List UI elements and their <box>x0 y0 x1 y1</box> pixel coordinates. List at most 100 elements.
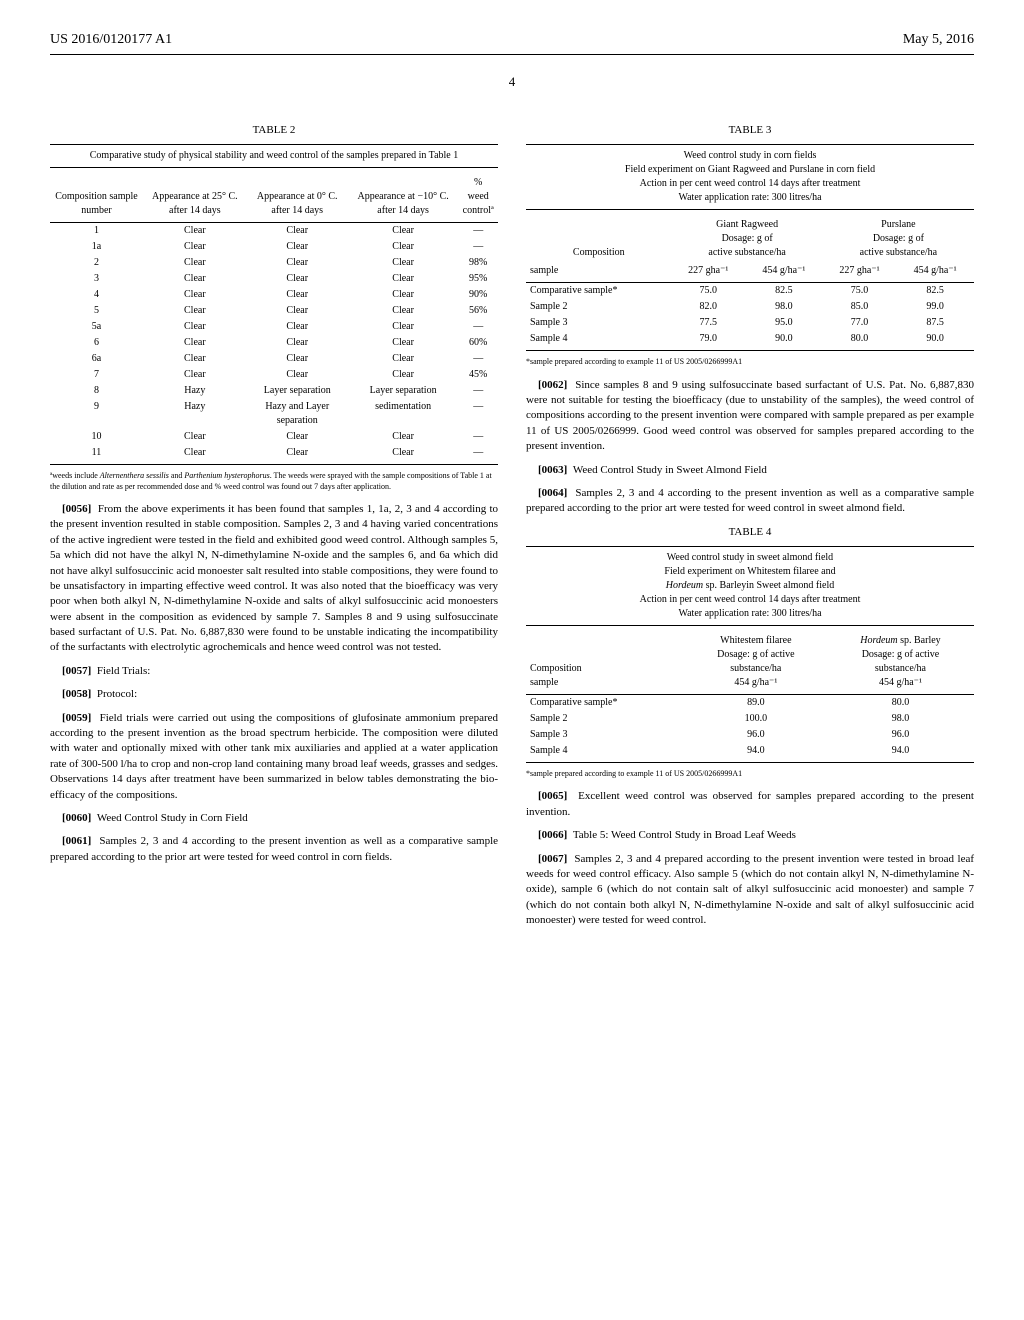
table-cell: 94.0 <box>685 743 827 763</box>
table2: Composition sample number Appearance at … <box>50 174 498 465</box>
table-cell: Clear <box>247 335 348 351</box>
table-cell: 75.0 <box>672 283 745 300</box>
table-cell: Hazy <box>143 399 247 429</box>
table-row: 5ClearClearClear56% <box>50 303 498 319</box>
publication-number: US 2016/0120177 A1 <box>50 30 172 50</box>
table-cell: 75.0 <box>823 283 896 300</box>
table-row: 5aClearClearClear— <box>50 319 498 335</box>
para-0066: [0066] Table 5: Weed Control Study in Br… <box>526 828 974 843</box>
table-cell: Clear <box>348 271 459 287</box>
table-cell: Clear <box>143 223 247 240</box>
table-cell: 89.0 <box>685 695 827 712</box>
table-cell: Clear <box>348 255 459 271</box>
table-cell: Clear <box>247 429 348 445</box>
t3-h-227b: 227 gha⁻¹ <box>823 262 896 283</box>
table-cell: Clear <box>143 351 247 367</box>
table-cell: Clear <box>348 429 459 445</box>
table-cell: 99.0 <box>896 299 974 315</box>
table-cell: Clear <box>247 287 348 303</box>
table2-footnote: ªweeds include Alternenthera sessilis an… <box>50 471 498 492</box>
table-cell: 1 <box>50 223 143 240</box>
table-cell: 95.0 <box>745 315 823 331</box>
t4-h-wf: Whitestem filaree Dosage: g of active su… <box>685 632 827 695</box>
table-cell: Clear <box>143 287 247 303</box>
para-0062: [0062] Since samples 8 and 9 using sulfo… <box>526 378 974 455</box>
table-cell: Clear <box>348 335 459 351</box>
t3-h-454a: 454 g/ha⁻¹ <box>745 262 823 283</box>
table-cell: — <box>458 223 498 240</box>
table-row: 2ClearClearClear98% <box>50 255 498 271</box>
para-0057: [0057] Field Trials: <box>50 664 498 679</box>
t2-h4: Appearance at −10° C. after 14 days <box>348 174 459 223</box>
para-0056: [0056] From the above experiments it has… <box>50 502 498 656</box>
table-row: Comparative sample*89.080.0 <box>526 695 974 712</box>
table-cell: 5 <box>50 303 143 319</box>
table3-footnote: *sample prepared according to example 11… <box>526 357 974 367</box>
table-row: Sample 396.096.0 <box>526 727 974 743</box>
table-row: Sample 479.090.080.090.0 <box>526 331 974 351</box>
table-cell: Clear <box>143 319 247 335</box>
table-cell: Layer separation <box>247 383 348 399</box>
table-cell: Clear <box>143 303 247 319</box>
table-cell: 56% <box>458 303 498 319</box>
para-0058: [0058] Protocol: <box>50 687 498 702</box>
table-cell: 10 <box>50 429 143 445</box>
para-0067: [0067] Samples 2, 3 and 4 prepared accor… <box>526 852 974 929</box>
table-cell: 87.5 <box>896 315 974 331</box>
table-cell: Clear <box>348 445 459 465</box>
table4-footnote: *sample prepared according to example 11… <box>526 769 974 779</box>
t2-h2: Appearance at 25° C. after 14 days <box>143 174 247 223</box>
table-cell: Clear <box>348 303 459 319</box>
table-cell: 90.0 <box>745 331 823 351</box>
table-cell: 82.5 <box>745 283 823 300</box>
table-cell: 9 <box>50 399 143 429</box>
t2-h1: Composition sample number <box>50 174 143 223</box>
table-cell: Clear <box>143 239 247 255</box>
table-cell: — <box>458 399 498 429</box>
para-0064: [0064] Samples 2, 3 and 4 according to t… <box>526 486 974 517</box>
table-row: 1aClearClearClear— <box>50 239 498 255</box>
page-header: US 2016/0120177 A1 May 5, 2016 <box>50 30 974 55</box>
t3-h-ragweed: Giant Ragweed Dosage: g of active substa… <box>672 216 823 262</box>
table2-label: TABLE 2 <box>50 123 498 138</box>
t3-h-227a: 227 gha⁻¹ <box>672 262 745 283</box>
table4-label: TABLE 4 <box>526 525 974 540</box>
table-row: 7ClearClearClear45% <box>50 367 498 383</box>
table-cell: Clear <box>143 429 247 445</box>
para-0059: [0059] Field trials were carried out usi… <box>50 711 498 803</box>
table-cell: Sample 3 <box>526 315 672 331</box>
para-0065: [0065] Excellent weed control was observ… <box>526 789 974 820</box>
table-cell: 94.0 <box>827 743 974 763</box>
table-cell: 77.0 <box>823 315 896 331</box>
table-cell: Clear <box>247 367 348 383</box>
table-cell: 80.0 <box>827 695 974 712</box>
right-column: TABLE 3 Weed control study in corn field… <box>526 115 974 937</box>
para-0061: [0061] Samples 2, 3 and 4 according to t… <box>50 834 498 865</box>
table-cell: 8 <box>50 383 143 399</box>
table-cell: 1a <box>50 239 143 255</box>
table-cell: Clear <box>348 239 459 255</box>
t3-h-comp: Composition <box>526 216 672 262</box>
table-row: 1ClearClearClear— <box>50 223 498 240</box>
table-row: 3ClearClearClear95% <box>50 271 498 287</box>
publication-date: May 5, 2016 <box>903 30 974 50</box>
table2-caption: Comparative study of physical stability … <box>50 144 498 168</box>
t3-h-sample: sample <box>526 262 672 283</box>
table-cell: 45% <box>458 367 498 383</box>
table-cell: Clear <box>348 367 459 383</box>
table-cell: Hazy and Layer separation <box>247 399 348 429</box>
table-cell: sedimentation <box>348 399 459 429</box>
table-cell: Clear <box>348 223 459 240</box>
table4: Composition sample Whitestem filaree Dos… <box>526 632 974 763</box>
table-cell: 82.5 <box>896 283 974 300</box>
table-cell: Hazy <box>143 383 247 399</box>
table-cell: 2 <box>50 255 143 271</box>
table-cell: Comparative sample* <box>526 695 685 712</box>
table-cell: 60% <box>458 335 498 351</box>
content-columns: TABLE 2 Comparative study of physical st… <box>50 115 974 937</box>
table-cell: Sample 4 <box>526 331 672 351</box>
table-cell: Clear <box>247 239 348 255</box>
table-cell: Clear <box>348 287 459 303</box>
table-cell: 98% <box>458 255 498 271</box>
table-cell: Sample 2 <box>526 299 672 315</box>
